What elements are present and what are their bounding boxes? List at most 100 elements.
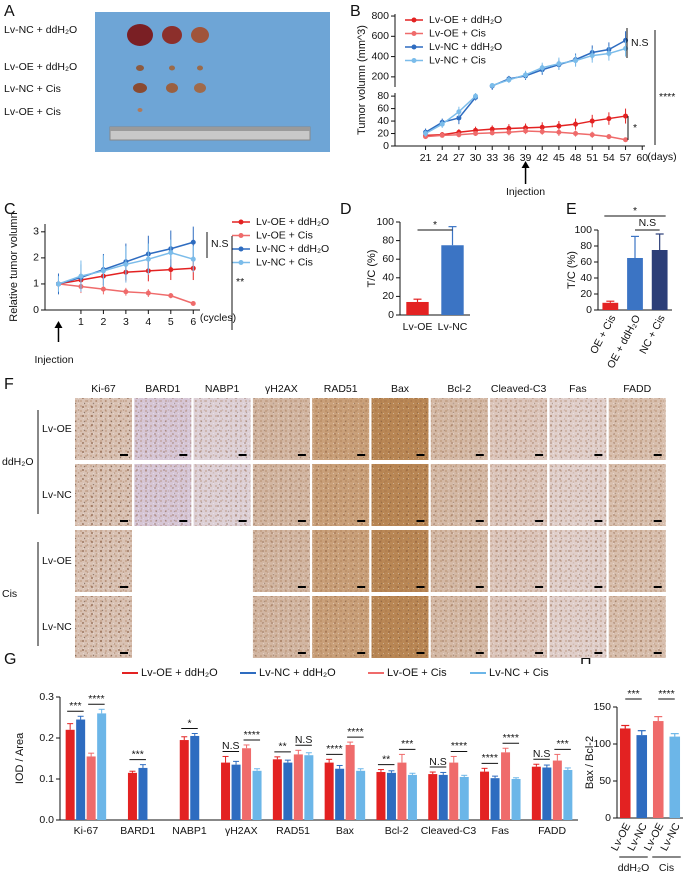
annotation: * <box>633 205 637 217</box>
annotation: **** <box>659 91 675 103</box>
annotation: N.S <box>211 238 229 250</box>
annotation: **** <box>503 732 519 744</box>
ruler-scale <box>110 127 310 131</box>
annotation: N.S <box>222 740 240 752</box>
data-point <box>489 130 495 136</box>
data-point <box>145 256 151 262</box>
legend-marker <box>411 44 417 50</box>
column-header: Fas <box>569 383 587 395</box>
ihc-nuclei <box>608 398 666 460</box>
panel-letter: G <box>4 651 16 668</box>
annotation: * <box>433 219 437 231</box>
row-label: Lv-OE <box>42 423 72 435</box>
x-tick-label: 60 <box>636 152 648 164</box>
panel-letter: H <box>580 651 592 668</box>
column-header: γH2AX <box>265 383 298 395</box>
x-tick-label: Fas <box>492 825 510 837</box>
annotation: **** <box>244 729 260 741</box>
x-axis-label: (cycles) <box>200 312 236 324</box>
x-tick-label: 54 <box>603 152 615 164</box>
y-tick-label: 0 <box>388 309 394 321</box>
y-tick-label: 60 <box>377 102 389 114</box>
data-point <box>589 132 595 138</box>
ihc-nuclei <box>371 530 429 592</box>
bar <box>438 774 448 820</box>
y-tick-label: 80 <box>382 234 394 246</box>
legend-label: Lv-OE + ddH₂O <box>256 216 329 228</box>
x-tick-label: 5 <box>168 316 174 328</box>
ihc-nuclei <box>608 464 666 526</box>
x-tick-label: 30 <box>470 152 482 164</box>
annotation: Injection <box>506 186 545 198</box>
ihc-nuclei <box>75 464 132 526</box>
panel-letter: C <box>4 201 16 218</box>
data-point <box>623 137 629 143</box>
ihc-nuclei <box>371 398 429 460</box>
legend-label: Lv-NC + Cis <box>429 54 486 66</box>
tumor <box>169 65 175 71</box>
y-axis-label: T/C (%) <box>566 251 578 289</box>
data-point <box>190 300 196 306</box>
y-tick-label: 100 <box>593 738 611 750</box>
x-tick-label: 6 <box>190 316 196 328</box>
bar <box>127 772 137 820</box>
x-tick-label: Lv-NC <box>438 321 468 333</box>
bar <box>252 770 262 820</box>
annotation: N.S <box>631 37 649 49</box>
data-point <box>190 239 196 245</box>
data-point <box>439 132 445 138</box>
legend-label: Lv-OE + Cis <box>256 229 313 241</box>
y-tick-label: 0.2 <box>39 732 54 744</box>
x-tick-label: BARD1 <box>120 825 155 837</box>
panel-letter: B <box>350 3 361 20</box>
y-tick-label: 0.1 <box>39 773 54 785</box>
data-point <box>556 61 562 67</box>
y-tick-label: 0 <box>383 140 389 152</box>
ihc-nuclei <box>252 530 310 592</box>
row-label: Lv-NC <box>42 621 72 633</box>
ihc-nuclei <box>193 398 251 460</box>
y-tick-label: 600 <box>371 30 389 42</box>
y-tick-label: 20 <box>377 127 389 139</box>
y-tick-label: 20 <box>382 290 394 302</box>
data-point <box>100 268 106 274</box>
ihc-nuclei <box>371 596 429 658</box>
y-tick-label: 20 <box>580 288 592 300</box>
bar <box>531 766 541 820</box>
data-point <box>556 123 562 129</box>
bar <box>449 762 459 820</box>
panel-letter: E <box>566 201 577 218</box>
x-tick-label: Cleaved-C3 <box>421 825 477 837</box>
ihc-nuclei <box>490 596 548 658</box>
ihc-nuclei <box>193 464 251 526</box>
ihc-nuclei <box>490 464 548 526</box>
x-tick-label: NABP1 <box>172 825 207 837</box>
data-point <box>589 118 595 124</box>
y-tick-label: 60 <box>580 256 592 268</box>
data-point <box>456 132 462 138</box>
bar <box>86 756 96 820</box>
annotation: ** <box>236 276 244 288</box>
x-tick-label: 51 <box>586 152 598 164</box>
ihc-nuclei <box>430 596 488 658</box>
bar <box>335 768 345 820</box>
bar <box>552 760 562 820</box>
legend-label: Lv-NC + Cis <box>256 256 313 268</box>
data-point <box>123 289 129 295</box>
data-point <box>423 131 429 137</box>
bar <box>490 778 500 820</box>
group-label: Cis <box>659 862 674 874</box>
bar <box>602 302 619 310</box>
bar <box>376 772 386 820</box>
tumor <box>162 26 182 44</box>
bar <box>65 729 75 820</box>
bar <box>97 713 107 820</box>
y-axis-label: Bax / Bcl-2 <box>584 736 596 789</box>
legend-marker <box>411 58 417 63</box>
bar <box>324 762 334 820</box>
ihc-nuclei <box>608 596 666 658</box>
ihc-nuclei <box>549 464 607 526</box>
x-tick-label: 33 <box>486 152 498 164</box>
bar <box>627 258 643 310</box>
